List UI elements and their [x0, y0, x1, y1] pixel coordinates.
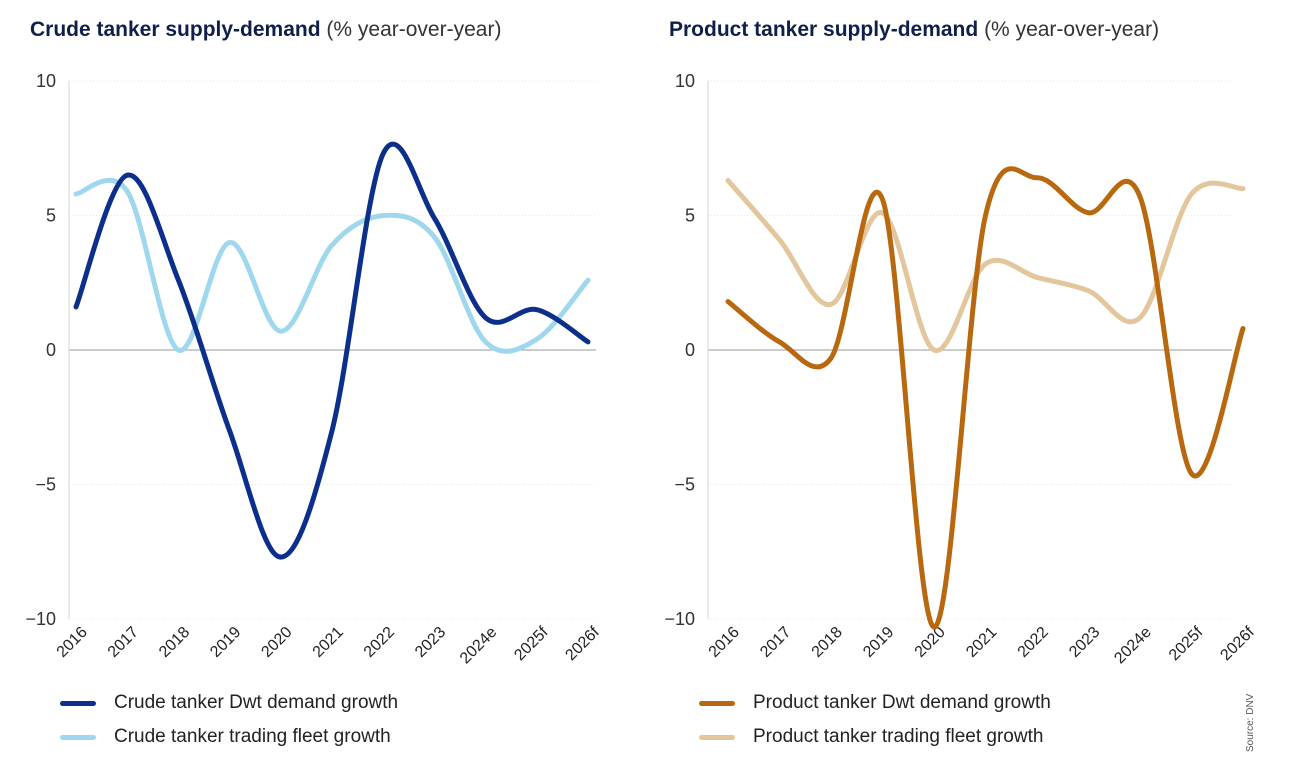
product-x-tick-label: 2021	[963, 624, 1000, 661]
product-fleet-line	[725, 178, 1246, 353]
crude-chart-legend: Crude tanker Dwt demand growth Crude tan…	[60, 686, 398, 754]
legend-label-product-fleet: Product tanker trading fleet growth	[753, 726, 1044, 747]
source-note: Source: DNV	[1245, 693, 1256, 752]
product-y-tick-label: −10	[664, 609, 695, 629]
legend-swatch-crude-demand	[60, 700, 96, 706]
product-x-tick-label: 2018	[809, 624, 846, 661]
crude-chart-title: Crude tanker supply-demand (% year-over-…	[30, 18, 501, 42]
crude-y-tick-label: −10	[25, 609, 56, 629]
crude-x-tick-label: 2021	[310, 624, 347, 661]
legend-label-crude-fleet: Crude tanker trading fleet growth	[114, 726, 391, 747]
crude-x-tick-label: 2025f	[511, 623, 552, 664]
crude-x-tick-label: 2019	[207, 624, 244, 661]
product-x-tick-label: 2023	[1066, 624, 1103, 661]
product-x-tick-label: 2024e	[1111, 624, 1155, 668]
crude-y-tick-label: 5	[46, 206, 56, 226]
product-chart-title-main: Product tanker supply-demand	[669, 18, 979, 41]
product-chart-title-unit: (% year-over-year)	[984, 18, 1160, 41]
legend-item-product-demand: Product tanker Dwt demand growth	[699, 686, 1051, 720]
crude-x-tick-label: 2018	[156, 624, 193, 661]
crude-x-tick-label: 2017	[105, 624, 142, 661]
product-x-tick-label: 2016	[706, 624, 743, 661]
product-chart-plot: 10 5 0 −5 −10 2016 2017 2018 2019 2020 2021 2022 202…	[664, 71, 1258, 667]
legend-label-crude-demand: Crude tanker Dwt demand growth	[114, 692, 399, 713]
crude-chart-title-unit: (% year-over-year)	[326, 18, 502, 41]
product-x-tick-label: 2020	[912, 624, 949, 661]
crude-chart-title-main: Crude tanker supply-demand	[30, 18, 321, 41]
legend-label-product-demand: Product tanker Dwt demand growth	[753, 692, 1051, 713]
product-y-tick-label: 5	[685, 206, 695, 226]
crude-x-tick-label: 2022	[361, 624, 398, 661]
legend-item-crude-fleet: Crude tanker trading fleet growth	[60, 720, 398, 754]
crude-x-tick-label: 2023	[412, 624, 449, 661]
crude-y-tick-label: −5	[35, 475, 56, 495]
legend-item-crude-demand: Crude tanker Dwt demand growth	[60, 686, 398, 720]
product-chart-legend: Product tanker Dwt demand growth Product…	[699, 686, 1051, 754]
product-x-tick-label: 2019	[860, 624, 897, 661]
legend-item-product-fleet: Product tanker trading fleet growth	[699, 720, 1051, 754]
product-y-tick-label: −5	[674, 475, 695, 495]
product-x-tick-label: 2022	[1015, 624, 1052, 661]
product-x-tick-label: 2026f	[1217, 623, 1258, 664]
product-chart-title: Product tanker supply-demand (% year-ove…	[669, 18, 1159, 42]
product-demand-line	[725, 166, 1246, 630]
product-y-tick-label: 0	[685, 340, 695, 360]
legend-swatch-product-fleet	[699, 734, 735, 740]
product-x-tick-label: 2025f	[1166, 623, 1207, 664]
legend-swatch-product-demand	[699, 700, 735, 706]
crude-y-tick-label: 0	[46, 340, 56, 360]
crude-x-tick-label: 2016	[54, 624, 91, 661]
product-y-tick-label: 10	[675, 71, 695, 91]
legend-swatch-crude-fleet	[60, 734, 96, 740]
crude-demand-line	[73, 141, 591, 560]
crude-x-tick-label: 2026f	[562, 623, 603, 664]
crude-x-tick-label: 2024e	[457, 624, 501, 668]
crude-x-tick-label: 2020	[258, 624, 295, 661]
crude-y-tick-label: 10	[36, 71, 56, 91]
product-x-tick-label: 2017	[757, 624, 794, 661]
